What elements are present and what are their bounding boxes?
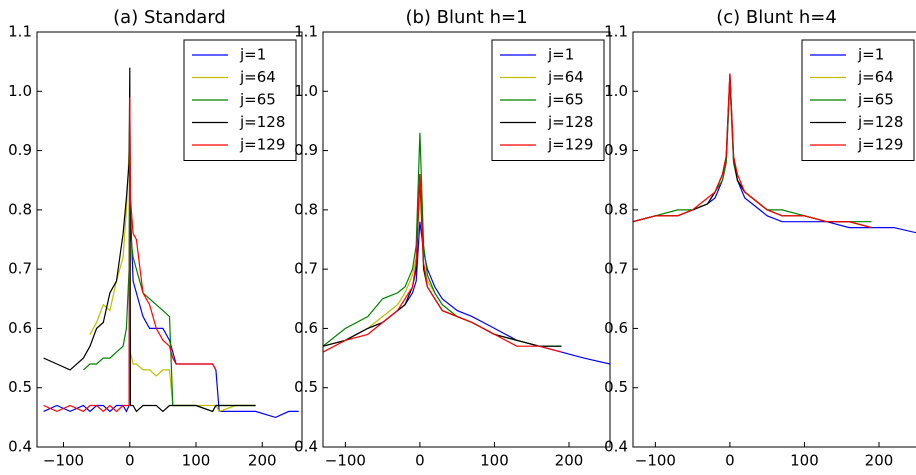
y-tick-label: 0.9	[8, 141, 32, 159]
legend-label: j=64	[547, 68, 584, 86]
panel: (a) Standard 0.4 0.5 0.6 0.7 0.8 0.9 1.0 1.1 −100…	[8, 7, 303, 470]
x-tick-label: 200	[865, 452, 894, 470]
x-tick-label: 0	[415, 452, 425, 470]
y-tick-label: 0.6	[604, 319, 628, 337]
series-line	[323, 132, 562, 347]
x-tick-label: 0	[125, 452, 135, 470]
y-tick-label: 1.1	[294, 23, 318, 41]
series-line	[323, 186, 562, 347]
legend-label: j=64	[857, 68, 894, 86]
x-tick-label: 100	[790, 452, 819, 470]
legend-label: j=128	[239, 113, 285, 131]
y-tick-label: 0.5	[294, 378, 318, 396]
legend-label: j=65	[857, 91, 894, 109]
y-tick-label: 0.8	[8, 200, 32, 218]
x-tick-label: 0	[725, 452, 735, 470]
panel: (b) Blunt h=1 0.4 0.5 0.6 0.7 0.8 0.9 1.0 1.1 −10…	[294, 7, 611, 470]
panel-title: (c) Blunt h=4	[716, 7, 837, 28]
series-line	[323, 221, 610, 365]
x-tick-label: −100	[635, 452, 676, 470]
legend-label: j=1	[857, 46, 884, 64]
y-tick-label: 0.8	[604, 200, 628, 218]
legend-label: j=128	[547, 113, 593, 131]
x-tick-label: −100	[43, 452, 84, 470]
y-tick-label: 0.7	[604, 260, 628, 278]
legend-label: j=65	[239, 91, 276, 109]
x-tick-label: 200	[555, 452, 584, 470]
y-tick-label: 0.4	[8, 438, 32, 456]
y-tick-label: 0.4	[604, 438, 628, 456]
series-line	[633, 73, 872, 229]
y-tick-label: 1.0	[294, 82, 318, 100]
y-tick-label: 1.1	[604, 23, 628, 41]
y-tick-label: 1.0	[8, 82, 32, 100]
axes-frame	[322, 31, 611, 448]
y-tick-label: 0.7	[294, 260, 318, 278]
axes-frame	[632, 31, 916, 448]
y-tick-label: 0.6	[8, 319, 32, 337]
series-line	[323, 174, 562, 353]
y-tick-label: 0.6	[294, 319, 318, 337]
legend-label: j=1	[239, 46, 266, 64]
legend-label: j=129	[547, 136, 593, 154]
legend-label: j=65	[547, 91, 584, 109]
axes-frame	[36, 31, 303, 448]
legend-box	[491, 39, 605, 161]
y-tick-label: 0.5	[604, 378, 628, 396]
legend-label: j=129	[857, 136, 903, 154]
x-tick-label: −100	[325, 452, 366, 470]
y-tick-label: 0.7	[8, 260, 32, 278]
panel: (c) Blunt h=4 0.4 0.5 0.6 0.7 0.8 0.9 1.0 1.1 −10…	[604, 7, 916, 470]
panel-title: (b) Blunt h=1	[405, 7, 527, 28]
legend-label: j=129	[239, 136, 285, 154]
x-tick-label: 200	[248, 452, 277, 470]
x-tick-label: 100	[480, 452, 509, 470]
y-tick-label: 0.4	[294, 438, 318, 456]
legend-label: j=128	[857, 113, 903, 131]
y-tick-label: 0.9	[294, 141, 318, 159]
y-tick-label: 0.9	[604, 141, 628, 159]
series-line	[323, 174, 562, 347]
x-tick-label: 100	[182, 452, 211, 470]
panel-title: (a) Standard	[113, 7, 226, 28]
y-tick-label: 0.5	[8, 378, 32, 396]
legend-label: j=64	[239, 68, 276, 86]
y-tick-label: 1.1	[8, 23, 32, 41]
series-line	[43, 97, 299, 419]
y-tick-label: 0.8	[294, 200, 318, 218]
series-line	[43, 67, 256, 413]
series-line	[43, 97, 217, 413]
y-tick-label: 1.0	[604, 82, 628, 100]
legend-label: j=1	[547, 46, 574, 64]
